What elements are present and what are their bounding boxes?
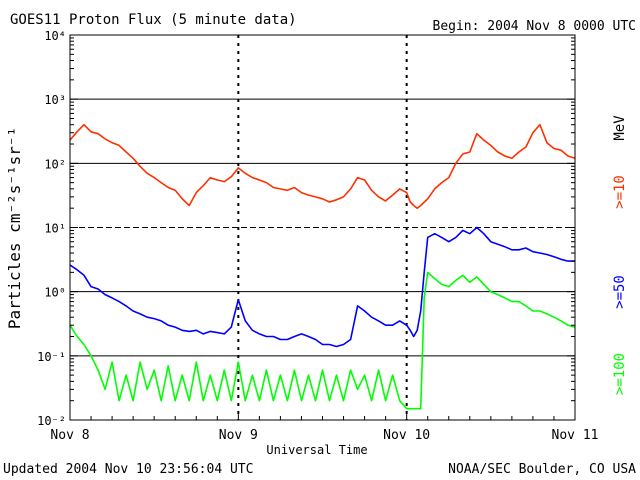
x-axis-label: Universal Time: [266, 443, 367, 457]
legend-entry: >=100: [612, 353, 628, 395]
legend-entry: >=50: [612, 275, 628, 309]
y-tick-label: 10⁴: [44, 29, 66, 43]
legend-entry: >=10: [612, 175, 628, 209]
series-line: [69, 226, 575, 348]
updated-time-label: Updated 2004 Nov 10 23:56:04 UTC: [3, 462, 253, 477]
legend: MeV >=10 >=50 >=100: [612, 115, 628, 395]
series-line: [69, 271, 576, 410]
y-tick-label: 10³: [44, 93, 66, 107]
gridlines: [70, 35, 575, 420]
x-tick-label: Nov 10: [383, 428, 430, 443]
x-tick-label: Nov 8: [50, 428, 89, 443]
y-tick-label: 10²: [44, 157, 66, 171]
series-line: [69, 123, 576, 209]
y-axis-label: Particles cm⁻²s⁻¹sr⁻¹: [5, 127, 24, 329]
legend-unit-label: MeV: [612, 115, 628, 141]
y-tick-label: 10⁻¹: [37, 350, 66, 364]
y-tick-label: 10¹: [44, 222, 66, 236]
x-tick-label: Nov 9: [219, 428, 258, 443]
y-tick-label: 10⁰: [44, 286, 66, 300]
y-tick-label: 10⁻²: [37, 414, 66, 428]
axis-ticks: 10⁻² 10⁻¹ 10⁰ 10¹ 10² 10³ 10⁴ Nov 8 Nov 9 Nov 10 N…: [37, 29, 598, 443]
chart-title: GOES11 Proton Flux (5 minute data): [10, 12, 297, 28]
x-tick-label: Nov 11: [552, 428, 599, 443]
credit-label: NOAA/SEC Boulder, CO USA: [448, 462, 636, 477]
series-lines: [69, 123, 576, 410]
begin-time-label: Begin: 2004 Nov 8 0000 UTC: [433, 19, 637, 34]
